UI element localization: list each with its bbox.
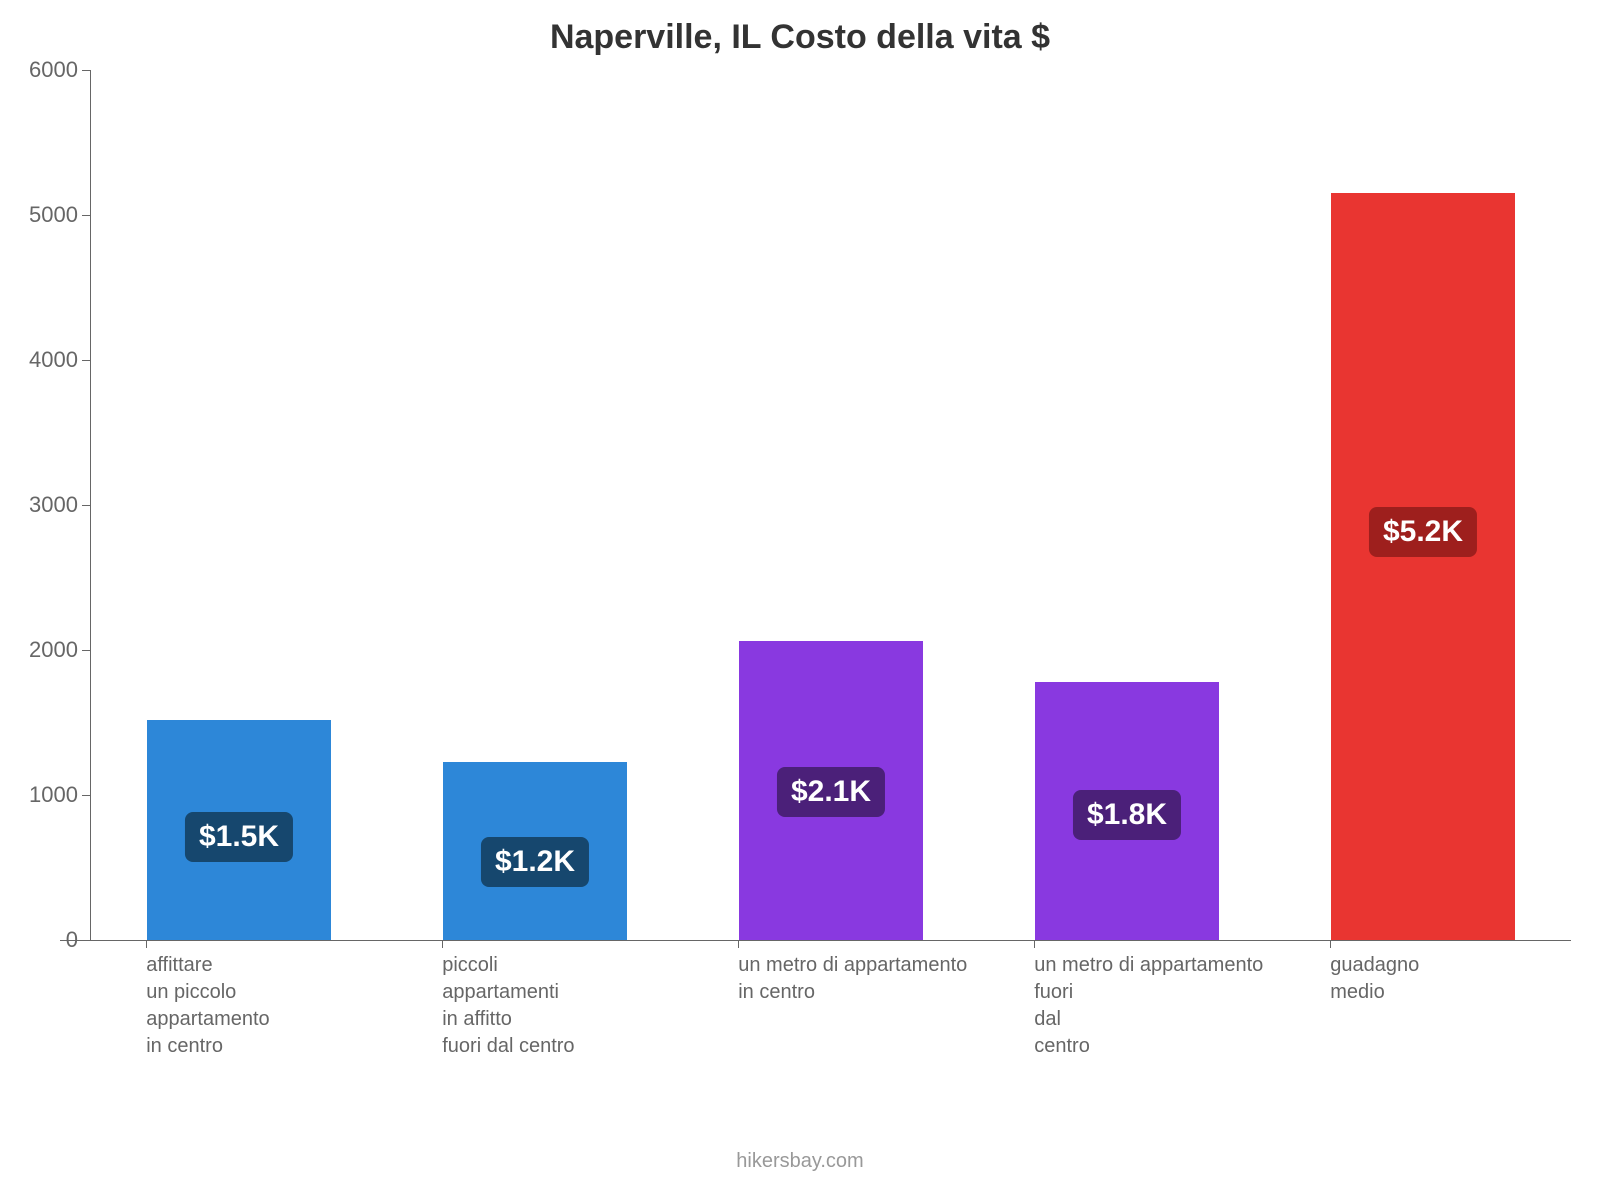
y-tick-mark (82, 650, 90, 651)
y-tick-mark (82, 70, 90, 71)
y-tick-mark (82, 360, 90, 361)
y-tick-label: 0 (0, 927, 90, 953)
bar: $5.2K (1331, 193, 1515, 940)
x-category-label: guadagno medio (1330, 952, 1419, 1006)
x-tick-mark (1330, 940, 1331, 948)
bar-value-badge: $1.2K (481, 837, 589, 887)
plot-area: $1.5K $1.2K $2.1K $1.8K $5.2K (90, 70, 1571, 941)
footer-credit: hikersbay.com (0, 1150, 1600, 1173)
bar: $2.1K (739, 641, 923, 940)
y-tick-mark (82, 505, 90, 506)
bar-value-badge: $2.1K (777, 767, 885, 817)
y-tick-label: 1000 (0, 782, 90, 808)
y-tick-label: 3000 (0, 492, 90, 518)
y-tick-label: 6000 (0, 57, 90, 83)
bar-value-badge: $1.8K (1073, 790, 1181, 840)
bar: $1.2K (443, 762, 627, 940)
x-axis-categories: affittare un piccolo appartamento in cen… (90, 952, 1570, 1132)
x-tick-mark (738, 940, 739, 948)
x-tick-mark (1034, 940, 1035, 948)
x-category-label: affittare un piccolo appartamento in cen… (146, 952, 269, 1060)
y-tick-label: 4000 (0, 347, 90, 373)
bar-value-badge: $5.2K (1369, 507, 1477, 557)
x-category-label: un metro di appartamento fuori dal centr… (1034, 952, 1263, 1060)
y-tick-mark (82, 940, 90, 941)
bar-value-badge: $1.5K (185, 812, 293, 862)
x-category-label: piccoli appartamenti in affitto fuori da… (442, 952, 574, 1060)
y-tick-mark (82, 795, 90, 796)
y-tick-label: 2000 (0, 637, 90, 663)
x-tick-mark (442, 940, 443, 948)
y-tick-label: 5000 (0, 202, 90, 228)
bar: $1.8K (1035, 682, 1219, 940)
x-tick-mark (146, 940, 147, 948)
x-category-label: un metro di appartamento in centro (738, 952, 967, 1006)
bar: $1.5K (147, 720, 331, 940)
chart-title: Naperville, IL Costo della vita $ (0, 18, 1600, 57)
y-tick-mark (82, 215, 90, 216)
cost-of-living-chart: Naperville, IL Costo della vita $ $1.5K$… (0, 0, 1600, 1200)
